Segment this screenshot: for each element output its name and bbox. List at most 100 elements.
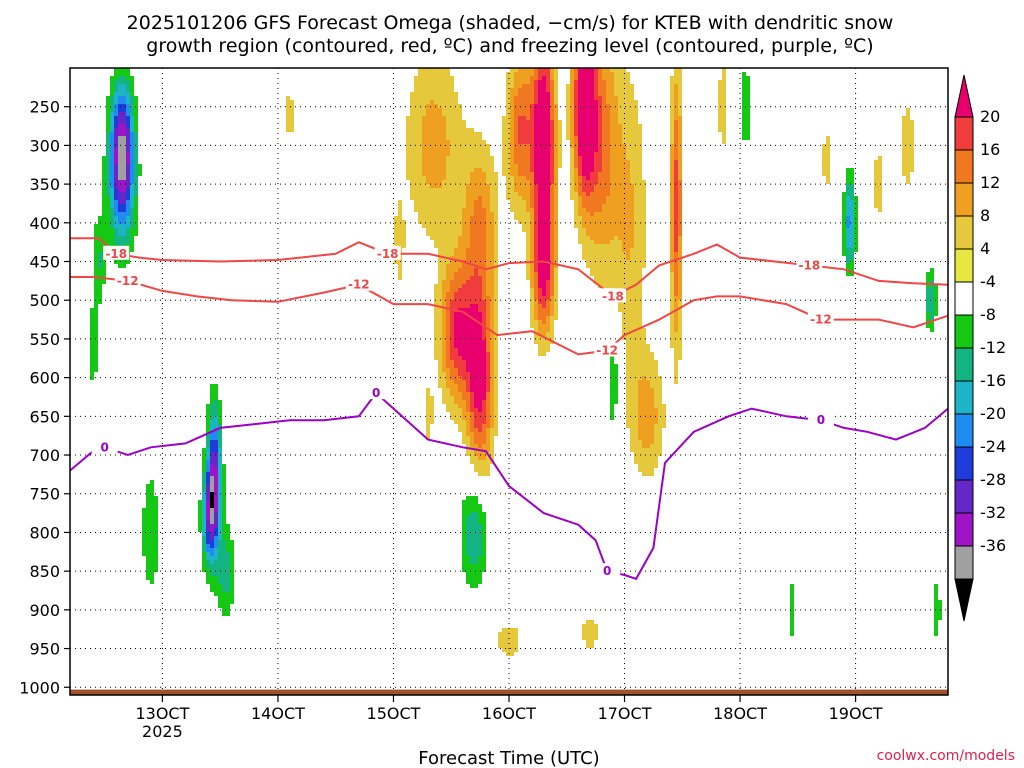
omega-cell [550, 212, 554, 216]
omega-cell [94, 240, 98, 244]
omega-cell [678, 80, 682, 84]
omega-cell [514, 100, 518, 104]
omega-cell [218, 464, 222, 468]
omega-cell [214, 404, 218, 408]
omega-cell [658, 396, 662, 400]
omega-cell [414, 208, 418, 212]
omega-cell [630, 296, 634, 300]
omega-cell [670, 168, 674, 172]
omega-cell [202, 488, 206, 492]
omega-cell [634, 148, 638, 152]
omega-cell [102, 176, 106, 180]
omega-cell [150, 548, 154, 552]
omega-cell [674, 332, 678, 336]
omega-cell [454, 348, 458, 352]
omega-cell [434, 356, 438, 360]
omega-cell [586, 144, 590, 148]
omega-cell [406, 152, 410, 156]
omega-cell [630, 400, 634, 404]
omega-cell [610, 256, 614, 260]
omega-cell [442, 172, 446, 176]
omega-cell [586, 100, 590, 104]
omega-cell [442, 308, 446, 312]
omega-cell [530, 128, 534, 132]
omega-cell [654, 444, 658, 448]
omega-cell [574, 176, 578, 180]
omega-cell [598, 216, 602, 220]
omega-cell [218, 472, 222, 476]
omega-cell [218, 484, 222, 488]
omega-cell [478, 152, 482, 156]
omega-cell [426, 148, 430, 152]
omega-cell [550, 244, 554, 248]
omega-cell [434, 192, 438, 196]
omega-cell [674, 72, 678, 76]
omega-cell [454, 340, 458, 344]
omega-cell [486, 368, 490, 372]
omega-cell [102, 188, 106, 192]
omega-cell [494, 276, 498, 280]
omega-cell [658, 428, 662, 432]
omega-cell [474, 504, 478, 508]
omega-cell [478, 540, 482, 544]
omega-cell [658, 408, 662, 412]
omega-cell [102, 268, 106, 272]
omega-cell [434, 136, 438, 140]
omega-cell [614, 372, 618, 376]
omega-cell [466, 392, 470, 396]
omega-cell [458, 168, 462, 172]
omega-cell [486, 152, 490, 156]
omega-cell [106, 228, 110, 232]
omega-cell [618, 160, 622, 164]
omega-cell [122, 184, 126, 188]
omega-cell [450, 152, 454, 156]
omega-cell [622, 228, 626, 232]
omega-cell [118, 140, 122, 144]
omega-cell [482, 204, 486, 208]
omega-cell [602, 108, 606, 112]
omega-cell [674, 104, 678, 108]
omega-cell [746, 80, 750, 84]
omega-cell [602, 272, 606, 276]
omega-cell [410, 104, 414, 108]
omega-cell [482, 224, 486, 228]
omega-cell [478, 188, 482, 192]
omega-cell [434, 128, 438, 132]
omega-cell [122, 208, 126, 212]
omega-cell [630, 372, 634, 376]
omega-cell [546, 308, 550, 312]
omega-cell [454, 216, 458, 220]
omega-cell [594, 176, 598, 180]
omega-cell [506, 168, 510, 172]
omega-cell [570, 172, 574, 176]
omega-cell [422, 152, 426, 156]
omega-cell [494, 272, 498, 276]
omega-cell [430, 408, 434, 412]
omega-cell [122, 140, 126, 144]
omega-cell [426, 220, 430, 224]
omega-cell [286, 124, 290, 128]
omega-cell [522, 76, 526, 80]
omega-cell [214, 572, 218, 576]
omega-cell [638, 356, 642, 360]
omega-cell [538, 300, 542, 304]
omega-cell [538, 276, 542, 280]
omega-cell [598, 220, 602, 224]
omega-cell [582, 92, 586, 96]
omega-cell [542, 276, 546, 280]
omega-cell [494, 180, 498, 184]
omega-cell [450, 112, 454, 116]
omega-cell [146, 568, 150, 572]
omega-cell [458, 160, 462, 164]
omega-cell [678, 340, 682, 344]
omega-cell [586, 640, 590, 644]
omega-cell [498, 632, 502, 636]
omega-cell [486, 144, 490, 148]
omega-cell [462, 188, 466, 192]
omega-cell [442, 220, 446, 224]
omega-cell [442, 180, 446, 184]
omega-cell [134, 140, 138, 144]
omega-cell [418, 112, 422, 116]
omega-cell [442, 108, 446, 112]
omega-cell [102, 184, 106, 188]
